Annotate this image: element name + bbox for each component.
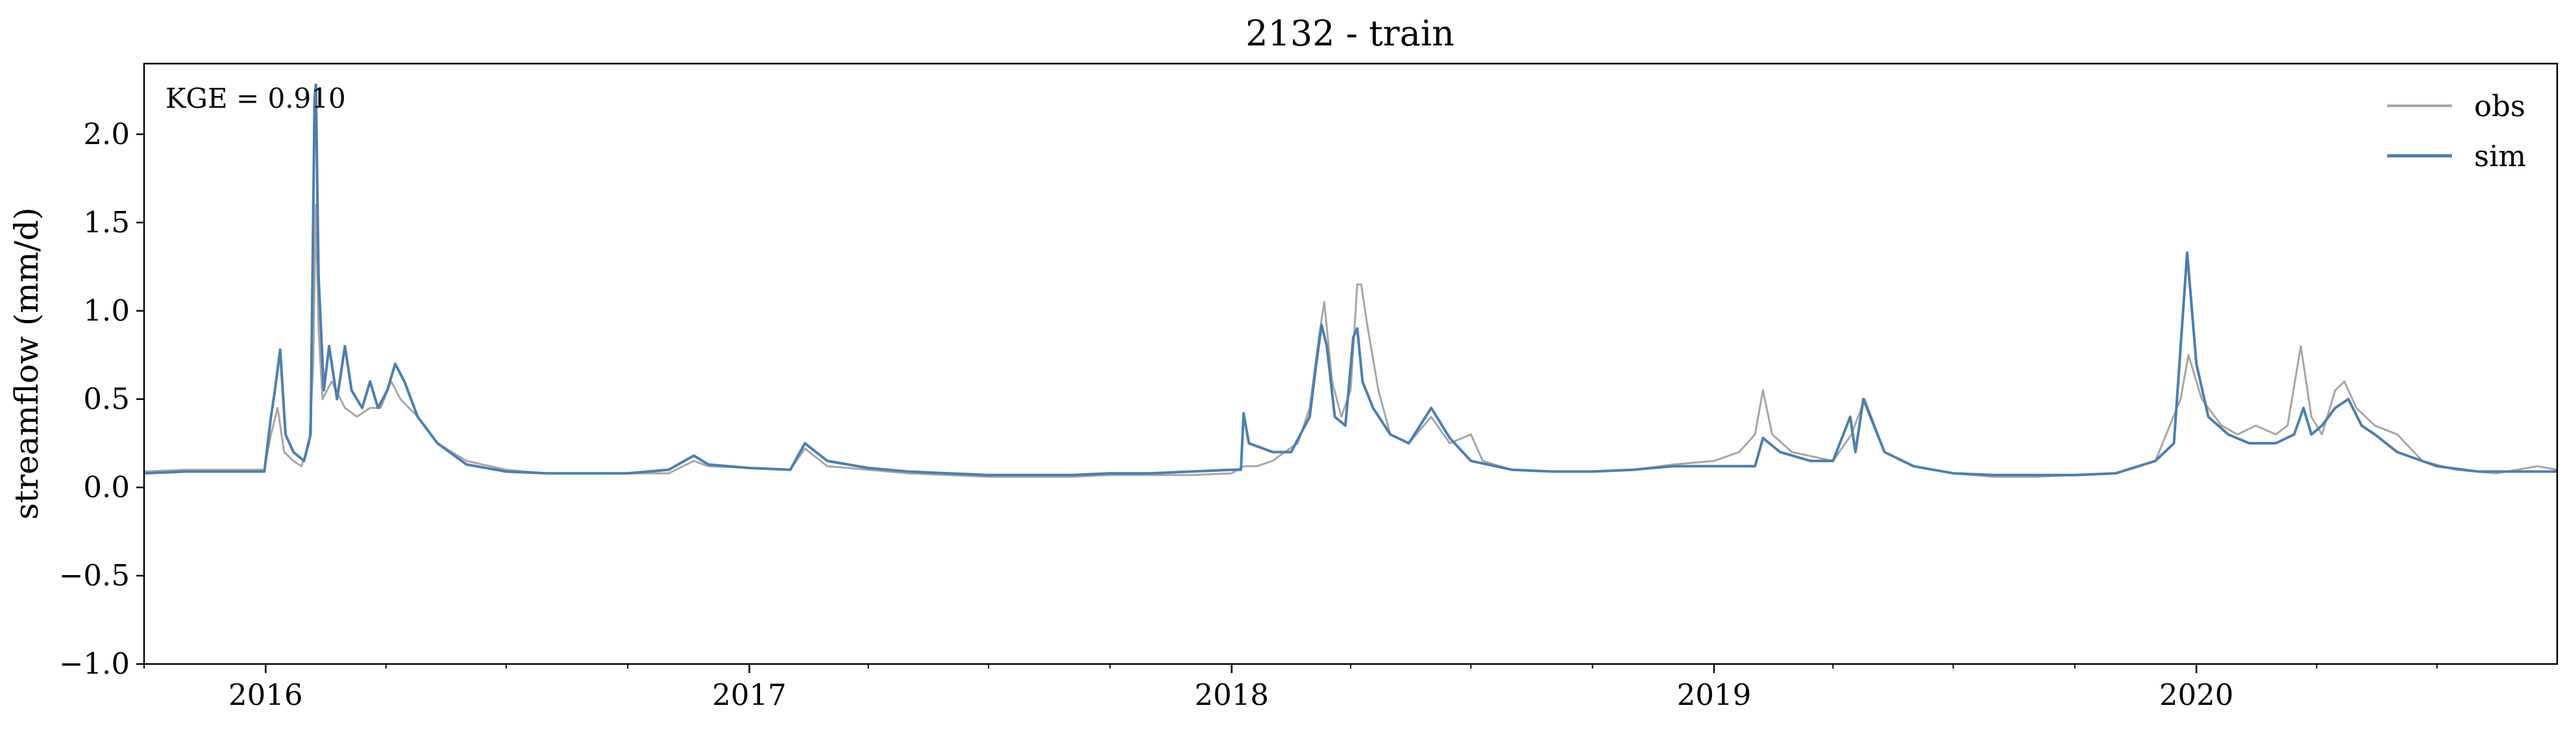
y-tick-label: 1.0 <box>83 293 130 328</box>
y-tick-label: 0.0 <box>83 470 130 504</box>
y-axis-label: streamflow (mm/d) <box>8 207 45 519</box>
axes-layer: −1.0 −0.5 0.0 0.5 1.0 1.5 2.0 2016 2017 2018 2019 2… <box>59 117 2438 712</box>
kge-annotation: KGE = 0.910 <box>166 82 346 114</box>
x-tick-label: 2019 <box>1677 678 1752 712</box>
legend-label-sim: sim <box>2474 139 2526 173</box>
x-tick-label: 2020 <box>2159 678 2234 712</box>
legend-label-obs: obs <box>2474 89 2525 123</box>
x-tick-label: 2017 <box>712 678 787 712</box>
chart-title: 2132 - train <box>1245 13 1454 54</box>
y-tick-label: 2.0 <box>83 117 130 151</box>
series-layer <box>143 83 2558 478</box>
series-line-sim <box>143 83 2557 476</box>
x-tick-label: 2018 <box>1194 678 1269 712</box>
y-tick-label: −1.0 <box>59 646 130 681</box>
x-tick-label: 2016 <box>228 678 303 712</box>
y-tick-label: −0.5 <box>59 558 130 593</box>
series-line-obs <box>143 204 2558 478</box>
y-tick-label: 1.5 <box>83 205 130 240</box>
y-tick-label: 0.5 <box>83 382 130 416</box>
plot-frame <box>143 62 2558 665</box>
legend: obs sim <box>2387 89 2526 173</box>
